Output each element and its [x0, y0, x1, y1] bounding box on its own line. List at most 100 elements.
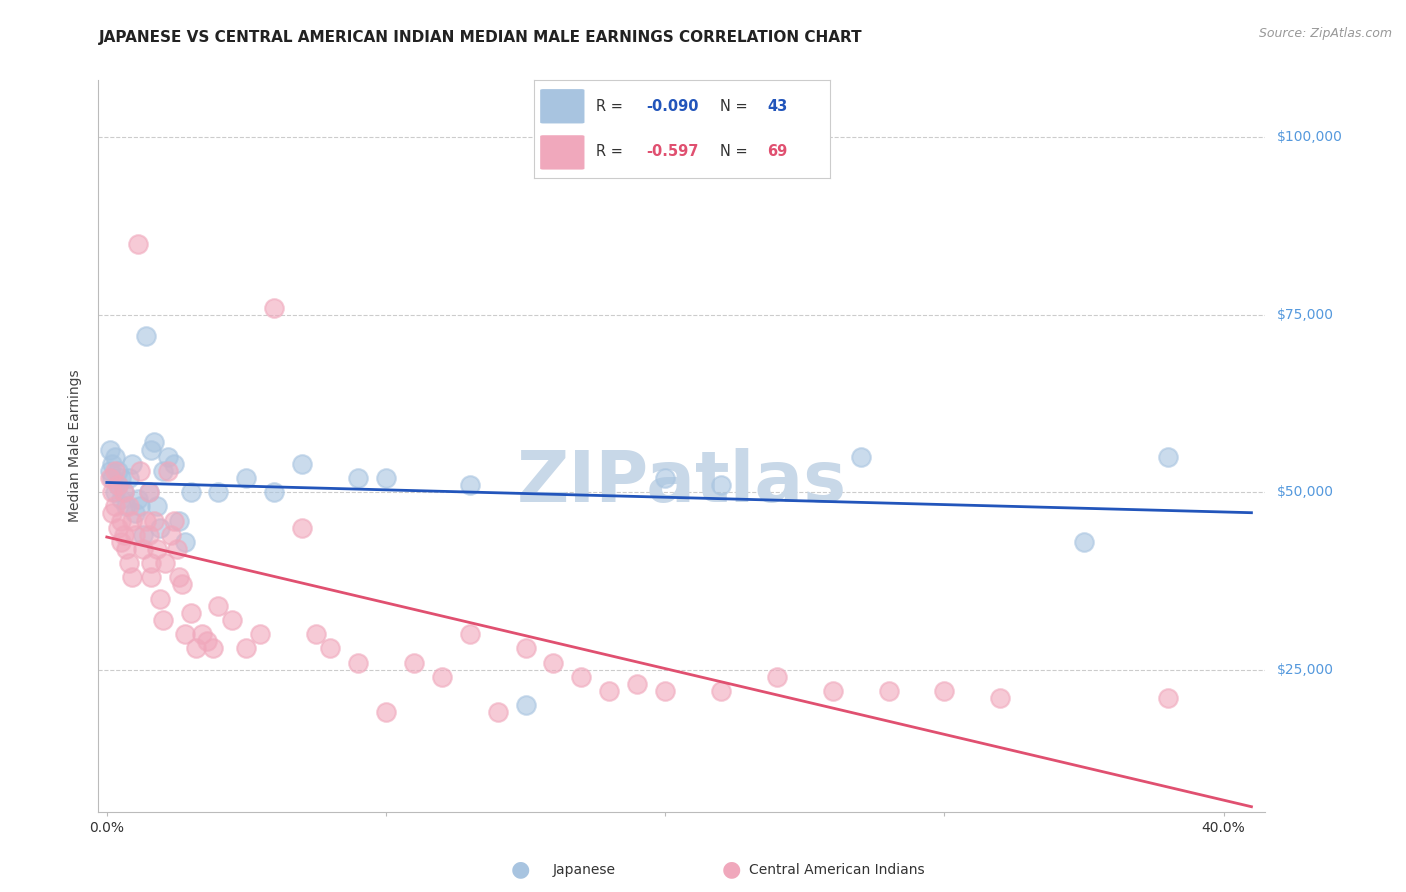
Point — [104, 485, 127, 500]
Point — [221, 613, 243, 627]
Text: Japanese: Japanese — [553, 863, 616, 877]
Point — [263, 485, 285, 500]
Point — [626, 677, 648, 691]
Point — [166, 541, 188, 556]
Point — [201, 641, 224, 656]
Point — [152, 613, 174, 627]
Point — [375, 706, 398, 720]
Point — [98, 471, 121, 485]
Text: Source: ZipAtlas.com: Source: ZipAtlas.com — [1258, 27, 1392, 40]
Point — [305, 627, 328, 641]
Text: $25,000: $25,000 — [1277, 663, 1333, 677]
Point — [195, 634, 218, 648]
Point — [107, 478, 129, 492]
Point — [121, 457, 143, 471]
Point — [135, 329, 157, 343]
Point — [121, 514, 143, 528]
Point — [138, 528, 160, 542]
Point — [515, 641, 537, 656]
Point — [163, 514, 186, 528]
Point — [849, 450, 872, 464]
Point — [458, 478, 481, 492]
Text: R =: R = — [596, 145, 628, 160]
Point — [157, 464, 180, 478]
Point — [375, 471, 398, 485]
Text: ZIPatlas: ZIPatlas — [517, 448, 846, 517]
Point — [129, 464, 152, 478]
Point — [291, 457, 314, 471]
Point — [118, 471, 141, 485]
Point — [235, 641, 257, 656]
Point — [115, 500, 138, 514]
Point — [141, 570, 163, 584]
Point — [174, 627, 197, 641]
Point — [146, 500, 169, 514]
Text: R =: R = — [596, 99, 628, 114]
Point — [571, 670, 593, 684]
Point — [112, 485, 135, 500]
Point — [107, 478, 129, 492]
Point — [654, 471, 676, 485]
Point — [486, 706, 509, 720]
Point — [543, 656, 565, 670]
Text: $50,000: $50,000 — [1277, 485, 1333, 500]
Point — [141, 556, 163, 570]
Point — [249, 627, 271, 641]
Point — [143, 435, 166, 450]
Point — [598, 684, 620, 698]
Point — [169, 570, 191, 584]
Point — [101, 471, 124, 485]
Point — [654, 684, 676, 698]
Text: 69: 69 — [768, 145, 787, 160]
Text: $75,000: $75,000 — [1277, 308, 1333, 322]
Point — [1157, 691, 1180, 706]
Text: 43: 43 — [768, 99, 787, 114]
Point — [132, 541, 155, 556]
Text: ●: ● — [510, 860, 530, 880]
Point — [934, 684, 956, 698]
Point — [988, 691, 1011, 706]
Text: N =: N = — [720, 99, 752, 114]
Point — [319, 641, 342, 656]
Point — [152, 464, 174, 478]
Point — [263, 301, 285, 315]
Point — [112, 528, 135, 542]
Point — [127, 236, 149, 251]
Point — [163, 457, 186, 471]
Point — [180, 485, 202, 500]
Point — [115, 541, 138, 556]
Point — [107, 521, 129, 535]
Point — [169, 514, 191, 528]
Point — [143, 514, 166, 528]
Point — [146, 541, 169, 556]
Point — [821, 684, 844, 698]
Point — [141, 442, 163, 457]
Point — [132, 528, 155, 542]
Point — [877, 684, 900, 698]
Point — [766, 670, 789, 684]
Point — [118, 500, 141, 514]
Text: Central American Indians: Central American Indians — [749, 863, 925, 877]
Point — [110, 514, 132, 528]
Point — [138, 485, 160, 500]
Point — [291, 521, 314, 535]
FancyBboxPatch shape — [540, 89, 585, 123]
Point — [174, 534, 197, 549]
Point — [101, 507, 124, 521]
Point — [515, 698, 537, 713]
Point — [402, 656, 425, 670]
Point — [110, 471, 132, 485]
Point — [98, 464, 121, 478]
Point — [160, 528, 183, 542]
Point — [149, 521, 172, 535]
Point — [98, 442, 121, 457]
Text: -0.090: -0.090 — [647, 99, 699, 114]
Point — [110, 492, 132, 507]
Point — [138, 485, 160, 500]
Point — [124, 507, 146, 521]
Point — [710, 478, 733, 492]
Point — [1157, 450, 1180, 464]
Text: JAPANESE VS CENTRAL AMERICAN INDIAN MEDIAN MALE EARNINGS CORRELATION CHART: JAPANESE VS CENTRAL AMERICAN INDIAN MEDI… — [98, 29, 862, 45]
Text: -0.597: -0.597 — [647, 145, 699, 160]
Point — [104, 450, 127, 464]
